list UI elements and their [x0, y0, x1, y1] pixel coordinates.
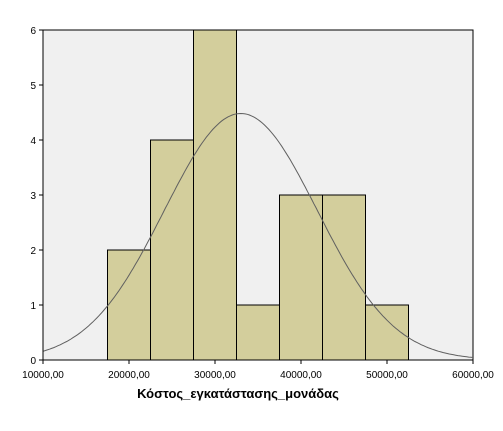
histogram-bar-3 — [193, 29, 237, 361]
x-axis-ticks: 10000,00 20000,00 30000,00 40000,00 50000,00… — [22, 360, 494, 381]
x-axis-title: Κόστος_εγκατάστασης_μονάδας — [137, 386, 339, 401]
y-tick-label: 6 — [30, 26, 36, 37]
y-tick-label: 0 — [30, 356, 36, 367]
y-tick-label: 4 — [30, 136, 36, 147]
y-axis-ticks: 0 1 2 3 4 5 6 — [30, 26, 43, 367]
x-tick-label: 50000,00 — [366, 370, 408, 381]
histogram-bar-7 — [365, 304, 409, 361]
x-tick-label: 60000,00 — [452, 370, 494, 381]
y-tick-label: 1 — [30, 301, 36, 312]
histogram-bar-2 — [150, 139, 194, 361]
histogram-bar-5 — [279, 194, 323, 361]
histogram-bar-1 — [107, 249, 151, 361]
x-tick-label: 20000,00 — [108, 370, 150, 381]
x-tick-label: 10000,00 — [22, 370, 64, 381]
histogram-bar-6 — [322, 194, 366, 361]
normal-curve — [42, 112, 474, 358]
x-tick-label: 40000,00 — [280, 370, 322, 381]
y-tick-label: 3 — [30, 191, 36, 202]
histogram-bar-4 — [236, 304, 280, 361]
bars-layer — [107, 29, 409, 361]
y-tick-label: 5 — [30, 81, 36, 92]
x-tick-label: 30000,00 — [194, 370, 236, 381]
y-tick-label: 2 — [30, 246, 36, 257]
